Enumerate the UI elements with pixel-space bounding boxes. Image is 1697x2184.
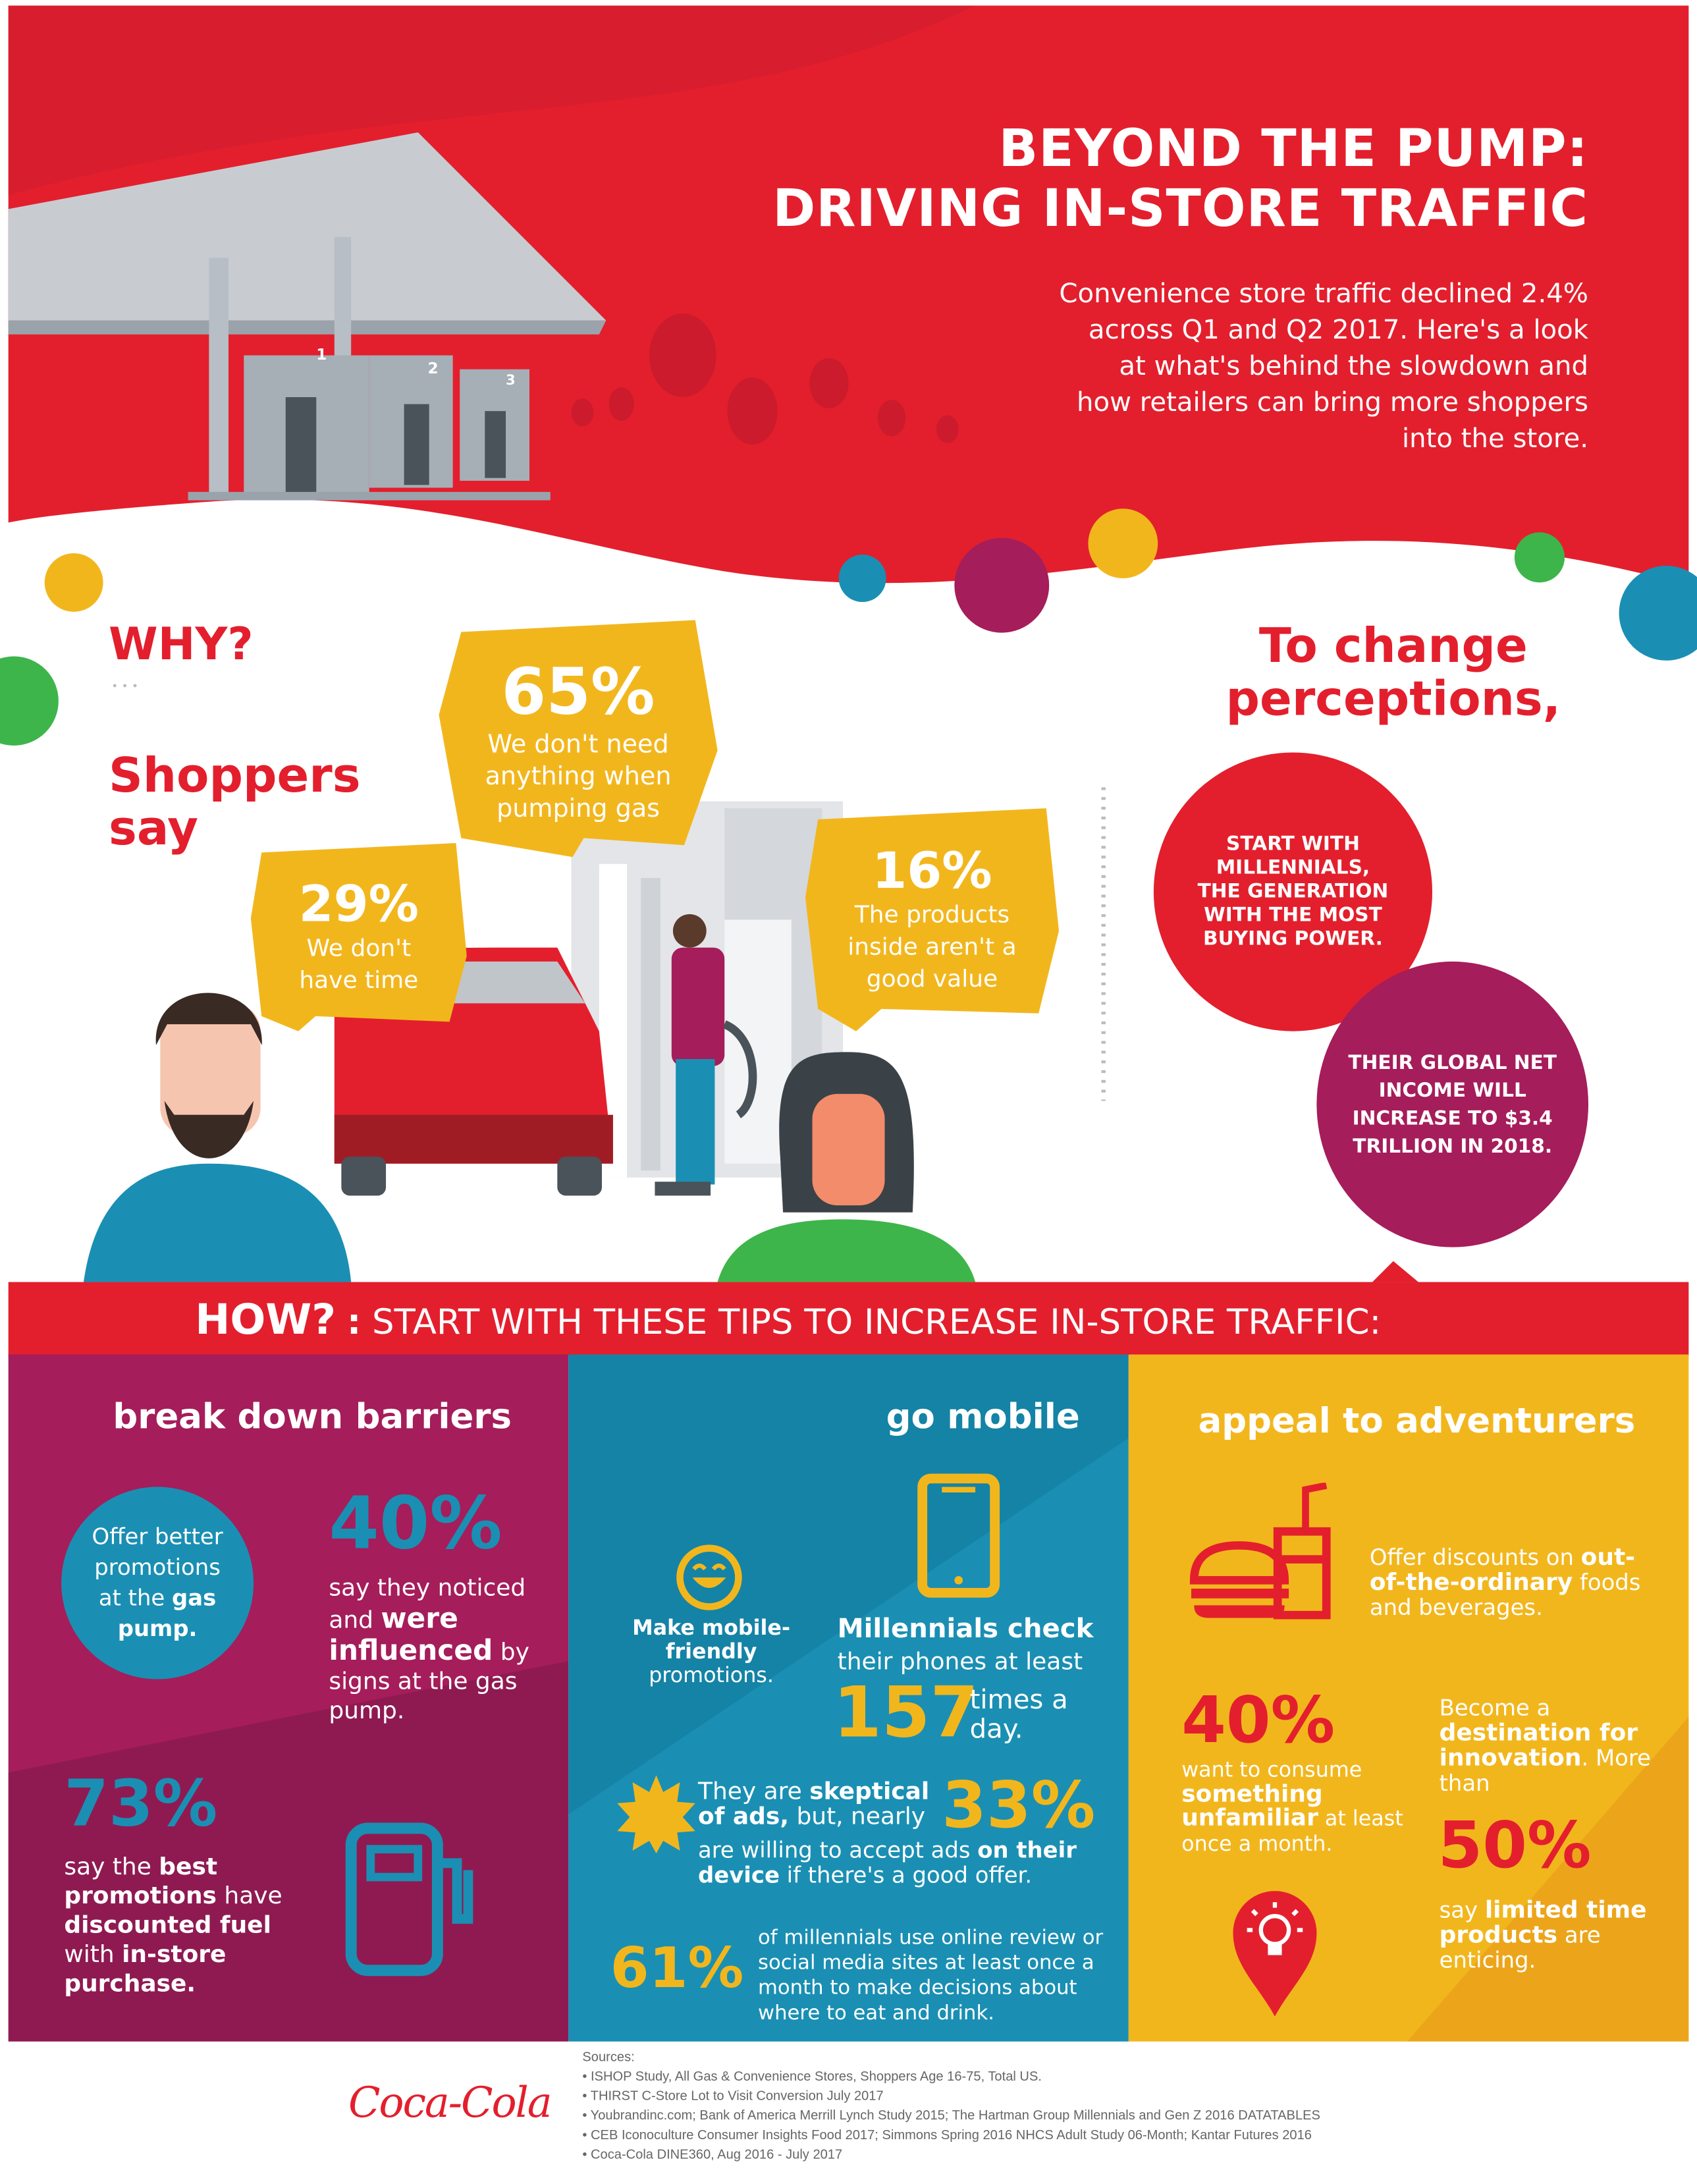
food-and-drink-icon	[1189, 1483, 1331, 1620]
store-scene-illustration	[83, 801, 976, 1282]
stat-50-pct: 50%	[1438, 1807, 1592, 1883]
appeal-to-adventurers-panel: appeal to adventurers Offer discounts on…	[1128, 1354, 1689, 2042]
header-background: 1 2 3	[0, 5, 1697, 1282]
smiley-icon	[676, 1544, 742, 1610]
break-down-barriers-panel: break down barriers Offer better promoti…	[8, 1354, 569, 2042]
mobile-heading: go mobile	[886, 1396, 1080, 1437]
pump-number: 3	[506, 371, 516, 388]
adventurers-heading: appeal to adventurers	[1198, 1400, 1636, 1441]
why-dots: • • •	[111, 680, 138, 693]
barriers-heading: break down barriers	[113, 1396, 512, 1437]
decor-circles	[0, 508, 1697, 746]
stat-40-pct-adventurers: 40%	[1181, 1681, 1335, 1758]
speech-bubble-65: 65% We don't need anything when pumping …	[439, 620, 718, 858]
coca-cola-logo: Coca-Cola	[348, 2079, 552, 2128]
stat-40-text: say they noticed and were influenced by …	[329, 1574, 529, 1726]
go-mobile-panel: go mobile Make mobile-friendly promotions…	[568, 1354, 1129, 2042]
lightbulb-pin-icon	[1233, 1891, 1317, 2017]
net-income-circle: THEIR GLOBAL NET INCOME WILL INCREASE TO…	[1316, 961, 1589, 1247]
intro-text: Convenience store traffic declined 2.4% …	[1059, 279, 1589, 454]
sources: Sources: • ISHOP Study, All Gas & Conven…	[582, 2050, 1320, 2163]
mobile-friendly-text: Make mobile-friendly promotions.	[632, 1615, 791, 1688]
phone-check-text: Millennials check their phones at least	[837, 1614, 1094, 1677]
smartphone-icon	[917, 1473, 1000, 1598]
gas-pump-promo-circle: Offer better promotions at the gas pump.	[61, 1487, 254, 1679]
stat-61-text: of millennials use online review or soci…	[757, 1927, 1104, 2025]
page-title: BEYOND THE PUMP: DRIVING IN-STORE TRAFFIC	[772, 118, 1589, 238]
starburst-icon	[617, 1775, 695, 1854]
unfamiliar-text: want to consume something unfamiliar at …	[1181, 1757, 1403, 1856]
speech-bubble-29: 29% We don't have time	[250, 843, 467, 1031]
pump-number: 2	[428, 360, 439, 377]
gas-pump-icon	[345, 1822, 473, 1977]
stat-61-pct: 61%	[610, 1936, 744, 2002]
times-a-day-text: times a day.	[969, 1685, 1068, 1745]
skeptical-text: They are skeptical of ads, but, nearly	[698, 1778, 930, 1832]
shoppers-say-heading: Shoppers say	[109, 748, 361, 858]
gas-station-illustration: 1 2 3	[8, 132, 606, 501]
stat-73-text: say the best promotions have discounted …	[64, 1853, 283, 1999]
how-banner	[8, 1282, 1689, 1356]
stat-73-pct: 73%	[64, 1765, 218, 1841]
discounts-text: Offer discounts on out-of-the-ordinary f…	[1369, 1544, 1641, 1621]
stat-40-pct: 40%	[329, 1483, 502, 1567]
perceptions-heading: To change perceptions,	[1226, 618, 1561, 728]
stat-33-pct: 33%	[942, 1766, 1096, 1843]
accept-ads-text: are willing to accept ads on their devic…	[698, 1836, 1077, 1888]
trees-decor	[571, 314, 959, 445]
stat-157: 157	[833, 1672, 979, 1753]
speech-bubble-16: 16% The products inside aren't a good va…	[805, 808, 1060, 1031]
destination-text: Become a destination for innovation. Mor…	[1439, 1694, 1651, 1797]
pump-number: 1	[316, 346, 327, 364]
why-heading: WHY?	[109, 617, 254, 670]
limited-time-text: say limited time products are enticing.	[1439, 1896, 1647, 1973]
how-heading: HOW? : START WITH THESE TIPS TO INCREASE…	[195, 1296, 1382, 1345]
